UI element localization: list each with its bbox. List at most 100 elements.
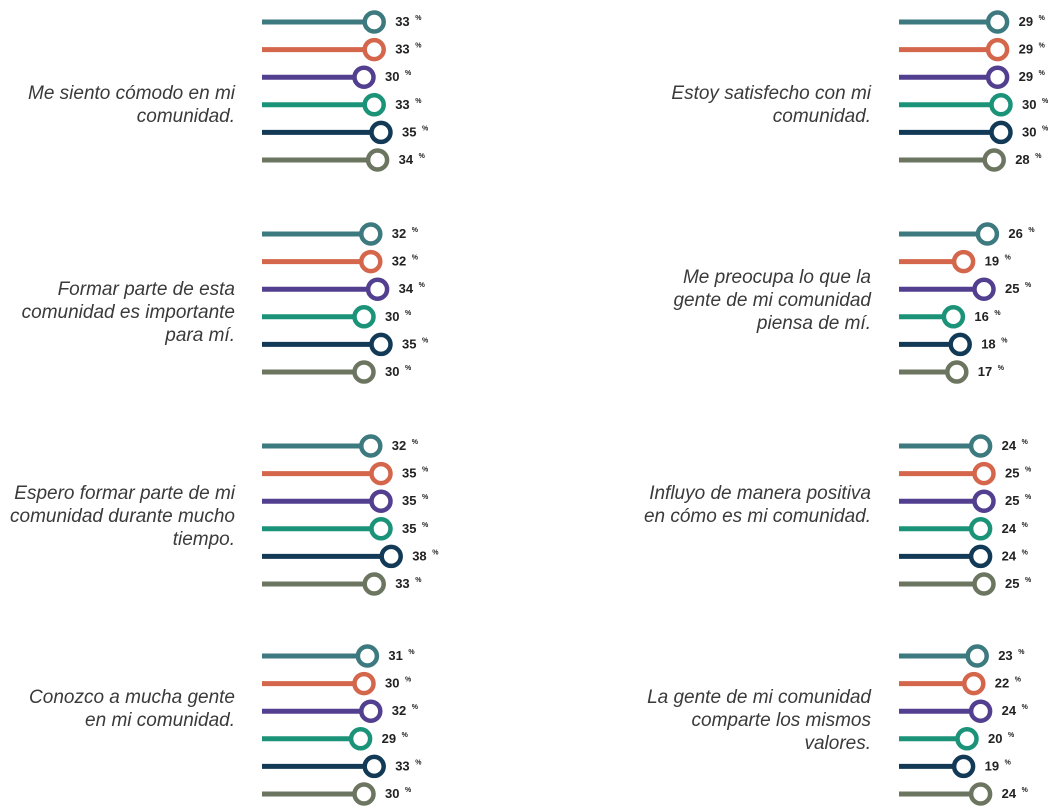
value-label: 33 xyxy=(395,576,409,591)
percent-sign: % xyxy=(1025,494,1032,501)
percent-sign: % xyxy=(1039,15,1046,22)
lollipop-dot xyxy=(369,489,393,513)
lollipop-dot xyxy=(968,434,993,458)
value-label: 30 xyxy=(1022,124,1036,139)
lollipop-dot xyxy=(962,671,986,696)
percent-sign: % xyxy=(422,125,429,132)
value-label: 33 xyxy=(395,97,409,112)
lollipop-dot xyxy=(945,360,969,384)
value-label: 30 xyxy=(1022,97,1036,112)
value-label: 33 xyxy=(395,14,409,29)
value-label: 38 xyxy=(412,548,426,563)
value-label: 31 xyxy=(388,648,402,663)
lollipop-dot xyxy=(975,222,1000,246)
percent-sign: % xyxy=(415,577,422,584)
value-label: 33 xyxy=(395,758,409,773)
percent-sign: % xyxy=(415,98,422,105)
value-label: 32 xyxy=(392,703,406,718)
value-label: 29 xyxy=(382,731,396,746)
panel-label-comodo: Me siento cómodo en mi comunidad. xyxy=(28,83,235,127)
panel-label-valores: La gente de mi comunidad comparte los mi… xyxy=(647,687,871,754)
lollipop-dot xyxy=(359,434,383,458)
lollipop-dot xyxy=(982,148,1006,172)
percent-sign: % xyxy=(1022,787,1029,794)
value-label: 35 xyxy=(402,124,416,139)
percent-sign: % xyxy=(419,282,426,289)
panel-label-preocupa: Me preocupa lo que la gente de mi comuni… xyxy=(673,267,871,334)
percent-sign: % xyxy=(1001,337,1008,344)
lollipop-dot xyxy=(985,37,1010,62)
value-label: 20 xyxy=(988,731,1002,746)
lollipop-dot xyxy=(972,277,996,301)
lollipop-dot xyxy=(348,727,373,751)
value-label: 25 xyxy=(1005,466,1019,481)
lollipop-dot xyxy=(941,305,966,329)
lollipop-dot xyxy=(365,148,390,172)
percent-sign: % xyxy=(412,439,419,446)
percent-sign: % xyxy=(1005,255,1012,262)
percent-sign: % xyxy=(422,494,429,501)
lollipop-dot xyxy=(968,782,993,806)
lollipop-dot xyxy=(972,489,996,513)
lollipop-dot xyxy=(955,727,979,751)
value-label: 29 xyxy=(1019,14,1033,29)
percent-sign: % xyxy=(1022,522,1029,529)
percent-sign: % xyxy=(402,732,409,739)
percent-sign: % xyxy=(1022,439,1029,446)
value-label: 32 xyxy=(392,226,406,241)
value-label: 24 xyxy=(1002,521,1017,536)
value-label: 29 xyxy=(1019,42,1033,57)
panel-label-largo-plazo: Espero formar parte de mi comunidad dura… xyxy=(10,483,235,550)
percent-sign: % xyxy=(1042,125,1049,132)
value-label: 35 xyxy=(402,493,416,508)
lollipop-dot xyxy=(951,754,976,779)
percent-sign: % xyxy=(405,677,412,684)
percent-sign: % xyxy=(1035,153,1042,160)
lollipop-dot xyxy=(968,517,993,541)
lollipop-dot xyxy=(989,93,1013,117)
lollipop-dot xyxy=(369,120,393,145)
value-label: 17 xyxy=(978,364,992,379)
value-label: 24 xyxy=(1002,548,1017,563)
percent-sign: % xyxy=(994,310,1001,317)
lollipop-dot xyxy=(369,461,393,486)
lollipop-dot xyxy=(968,544,993,569)
lollipop-dot xyxy=(362,37,386,62)
value-label: 22 xyxy=(995,676,1009,691)
percent-sign: % xyxy=(1028,227,1035,234)
percent-sign: % xyxy=(1008,732,1015,739)
value-label: 32 xyxy=(392,254,406,269)
lollipop-dot xyxy=(965,644,989,668)
percent-sign: % xyxy=(1022,549,1029,556)
percent-sign: % xyxy=(415,15,422,22)
percent-sign: % xyxy=(1025,467,1032,474)
value-label: 30 xyxy=(385,69,399,84)
percent-sign: % xyxy=(415,43,422,50)
value-label: 25 xyxy=(1005,281,1019,296)
value-label: 34 xyxy=(399,281,414,296)
lollipop-dot xyxy=(359,699,383,723)
value-label: 23 xyxy=(998,648,1012,663)
value-label: 18 xyxy=(981,336,995,351)
percent-sign: % xyxy=(419,153,426,160)
lollipop-dot xyxy=(362,572,386,596)
lollipop-dot xyxy=(362,93,386,117)
lollipop-dot xyxy=(985,10,1010,34)
value-label: 24 xyxy=(1002,438,1017,453)
lollipop-dot xyxy=(365,277,390,301)
lollipop-dot xyxy=(379,544,403,569)
value-label: 30 xyxy=(385,786,399,801)
value-label: 24 xyxy=(1002,703,1017,718)
lollipop-dot xyxy=(352,671,376,696)
value-label: 19 xyxy=(985,758,999,773)
value-label: 25 xyxy=(1005,576,1019,591)
lollipop-dot xyxy=(352,305,376,329)
lollipop-dot xyxy=(989,120,1013,145)
percent-sign: % xyxy=(1042,98,1049,105)
panel-label-satisfecho: Estoy satisfecho con mi comunidad. xyxy=(671,83,871,127)
percent-sign: % xyxy=(1018,649,1025,656)
lollipop-dot xyxy=(972,461,996,486)
value-label: 35 xyxy=(402,521,416,536)
percent-sign: % xyxy=(415,759,422,766)
